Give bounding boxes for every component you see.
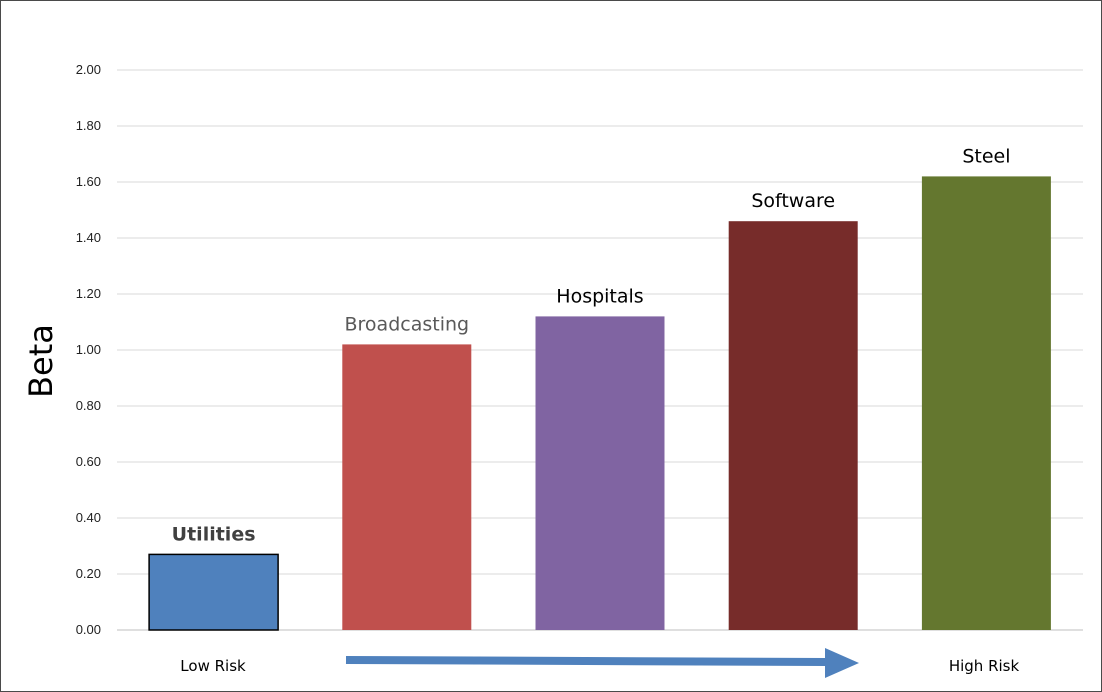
bar-software (728, 221, 858, 630)
low-risk-label: Low Risk (180, 657, 246, 675)
bar-label-broadcasting: Broadcasting (345, 313, 470, 335)
bar-broadcasting (342, 344, 472, 630)
bar-label-hospitals: Hospitals (556, 285, 643, 307)
risk-arrow (345, 648, 859, 678)
bar-labels: Utilities Broadcasting Hospitals Software St… (172, 145, 1011, 545)
y-tick-label: 1.80 (76, 118, 101, 133)
y-axis-label: Beta (22, 324, 60, 398)
y-tick-label: 0.20 (76, 566, 101, 581)
bar-utilities (148, 553, 279, 631)
bar-hospitals (535, 316, 665, 630)
y-tick-label: 1.00 (76, 342, 101, 357)
y-tick-label: 2.00 (76, 62, 101, 77)
y-tick-label: 1.20 (76, 286, 101, 301)
arrow-head (825, 648, 859, 678)
y-tick-label: 0.80 (76, 398, 101, 413)
bars (148, 176, 1051, 631)
bar-label-utilities: Utilities (172, 523, 256, 545)
y-tick-label: 0.40 (76, 510, 101, 525)
y-tick-label: 0.60 (76, 454, 101, 469)
y-tick-label: 0.00 (76, 622, 101, 637)
y-tick-label: 1.40 (76, 230, 101, 245)
y-axis-ticks: 0.00 0.20 0.40 0.60 0.80 1.00 1.20 1.40 1.60 1.80… (76, 62, 101, 637)
y-tick-label: 1.60 (76, 174, 101, 189)
high-risk-label: High Risk (949, 657, 1020, 675)
bar-steel (921, 176, 1051, 630)
bar-label-software: Software (751, 190, 835, 212)
bar-label-steel: Steel (962, 145, 1010, 167)
arrow-shaft (345, 656, 827, 666)
